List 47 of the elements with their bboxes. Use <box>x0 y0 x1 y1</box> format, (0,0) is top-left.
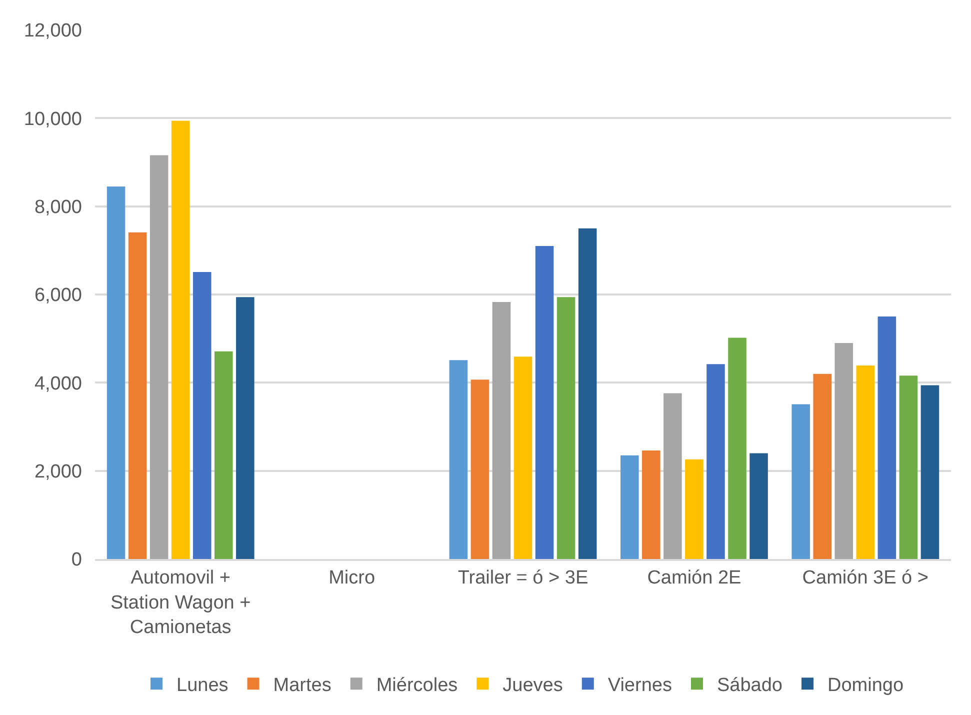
bar <box>856 365 875 559</box>
bar <box>878 316 896 559</box>
bar <box>236 297 254 559</box>
legend-label: Domingo <box>827 675 904 696</box>
x-tick-label: Camión 2E <box>647 568 742 589</box>
bar <box>792 404 810 559</box>
legend-label: Sábado <box>716 675 782 696</box>
bar <box>535 246 554 559</box>
y-tick-label: 10,000 <box>24 108 82 130</box>
bar <box>642 450 660 559</box>
y-tick-label: 2,000 <box>34 461 82 482</box>
x-tick-label: Automovil + Station Wagon + Camionetas <box>110 568 251 638</box>
y-tick-label: 4,000 <box>34 373 82 394</box>
bar <box>556 297 576 559</box>
bar <box>470 380 490 559</box>
bar <box>578 228 597 559</box>
bar <box>920 385 940 559</box>
legend-label: Jueves <box>502 675 563 696</box>
x-tick-label: Camión 3E ó > <box>802 568 929 589</box>
bar <box>685 459 704 559</box>
x-tick-label: Trailer = ó > 3E <box>458 568 588 589</box>
bar <box>128 232 147 559</box>
bar <box>750 453 768 559</box>
bar <box>171 120 190 559</box>
y-tick-label: 12,000 <box>24 20 82 42</box>
bar <box>106 186 126 559</box>
bar <box>492 302 511 559</box>
bar <box>813 374 832 559</box>
bar <box>728 338 746 559</box>
bar <box>449 360 468 559</box>
bar <box>150 155 168 559</box>
bar <box>706 364 725 559</box>
bar <box>834 342 854 559</box>
y-tick-label: 8,000 <box>34 196 82 218</box>
legend-label: Lunes <box>176 675 228 696</box>
legend-label: Viernes <box>608 675 672 696</box>
y-tick-label: 6,000 <box>34 285 82 306</box>
bar <box>214 351 233 559</box>
bar <box>620 455 639 559</box>
y-tick-label: 0 <box>71 550 82 571</box>
bar <box>514 356 532 559</box>
bar <box>664 393 682 559</box>
bar <box>192 272 212 559</box>
legend-label: Miércoles <box>376 675 458 696</box>
legend-label: Martes <box>273 675 332 696</box>
x-tick-label: Micro <box>328 568 376 589</box>
bar <box>899 376 918 559</box>
